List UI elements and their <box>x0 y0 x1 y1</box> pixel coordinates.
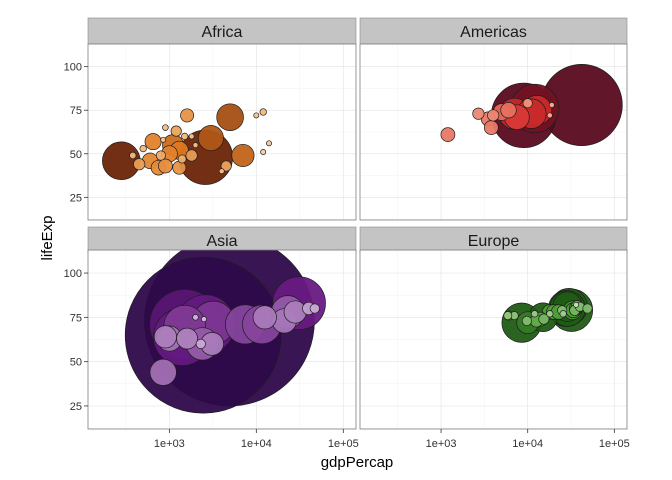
panel-border <box>359 43 628 221</box>
bubble-point <box>582 303 593 314</box>
bubble-point <box>216 103 244 131</box>
bubble-point <box>172 160 187 175</box>
facet-strip-label: Americas <box>460 24 527 41</box>
bubble-point <box>201 316 207 323</box>
bubble-series-africa <box>102 103 272 185</box>
bubble-point <box>522 98 533 109</box>
bubble-point <box>483 120 499 135</box>
facet-strip-label: Africa <box>202 24 243 41</box>
facet-strip-label: Asia <box>206 233 237 250</box>
bubble-point <box>192 142 199 149</box>
axes-layer: 25 50 75 100 25 50 75 100 1e+03 1e+04 1e+05 1e+03 1e… <box>64 62 630 450</box>
panel-border <box>87 43 357 221</box>
bubble-point <box>162 124 169 131</box>
bubble-point <box>546 310 554 318</box>
facet-strip <box>359 226 628 254</box>
bubble-point <box>139 144 147 153</box>
bubble-point <box>521 315 532 326</box>
bubble-point <box>231 143 255 168</box>
facet-strip <box>87 17 357 45</box>
bubble-point <box>181 132 189 141</box>
bubble-point <box>259 108 267 116</box>
bubble-point <box>188 133 195 140</box>
bubble-point <box>546 112 553 119</box>
panel-border <box>87 249 357 430</box>
x-tick-label: 1e+03 <box>154 438 185 450</box>
y-tick-label: 75 <box>70 105 82 117</box>
bubble-point <box>220 160 232 172</box>
bubble-point <box>144 133 162 151</box>
bubble-point <box>177 154 187 164</box>
y-tick-label: 25 <box>70 192 82 204</box>
x-tick-label: 1e+03 <box>426 438 457 450</box>
y-tick-label: 50 <box>70 149 82 161</box>
bubble-point <box>559 310 567 318</box>
bubble-point <box>158 158 173 174</box>
bubble-point <box>309 303 320 314</box>
x-tick-label: 1e+04 <box>512 438 543 450</box>
bubble-point <box>500 102 517 119</box>
bubble-point <box>487 109 500 122</box>
y-tick-label: 50 <box>70 357 82 369</box>
facet-panel-asia: Asia <box>87 226 357 430</box>
bubble-point <box>538 313 550 325</box>
bubble-point <box>197 125 224 152</box>
x-tick-label: 1e+05 <box>599 438 630 450</box>
bubble-point <box>573 301 580 308</box>
bubble-point <box>266 140 272 147</box>
bubble-point <box>192 314 199 321</box>
y-axis-title: lifeExp <box>39 215 56 260</box>
bubble-point <box>548 102 555 108</box>
y-tick-label: 75 <box>70 312 82 324</box>
y-tick-label: 100 <box>64 268 82 280</box>
bubble-point <box>149 358 177 386</box>
bubble-series-asia <box>124 250 326 414</box>
facet-strip-label: Europe <box>468 233 520 250</box>
bubble-point <box>530 310 539 318</box>
bubble-point <box>283 300 307 324</box>
y-tick-label: 100 <box>64 62 82 74</box>
bubble-point <box>503 311 513 321</box>
x-tick-label: 1e+05 <box>328 438 359 450</box>
facet-strip <box>87 226 357 254</box>
x-tick-label: 1e+04 <box>241 438 272 450</box>
bubble-point <box>195 338 206 349</box>
bubble-point <box>472 107 485 120</box>
bubble-point <box>170 125 182 137</box>
facet-panel-africa: Africa <box>87 17 357 221</box>
bubble-series-europe <box>501 288 594 343</box>
bubble-point <box>440 127 456 142</box>
bubble-point <box>176 327 198 350</box>
bubble-point <box>180 108 195 123</box>
bubble-point <box>153 325 177 349</box>
x-axis-title: gdpPercap <box>321 454 394 471</box>
panel-border <box>359 249 628 430</box>
bubble-point <box>160 136 167 143</box>
facet-panel-americas: Americas <box>359 17 628 221</box>
y-tick-label: 25 <box>70 401 82 413</box>
bubble-point <box>218 168 225 175</box>
facet-strip <box>359 17 628 45</box>
bubble-point <box>185 149 198 162</box>
bubble-point <box>252 305 277 330</box>
bubble-point <box>155 150 166 161</box>
bubble-point <box>133 158 146 171</box>
bubble-series-americas <box>440 64 623 149</box>
bubble-point <box>129 151 137 160</box>
facets-layer: Africa Americas Asia Europe <box>87 17 628 430</box>
bubble-point <box>253 112 260 119</box>
facet-panel-europe: Europe <box>359 226 628 430</box>
bubble-point <box>260 149 267 155</box>
